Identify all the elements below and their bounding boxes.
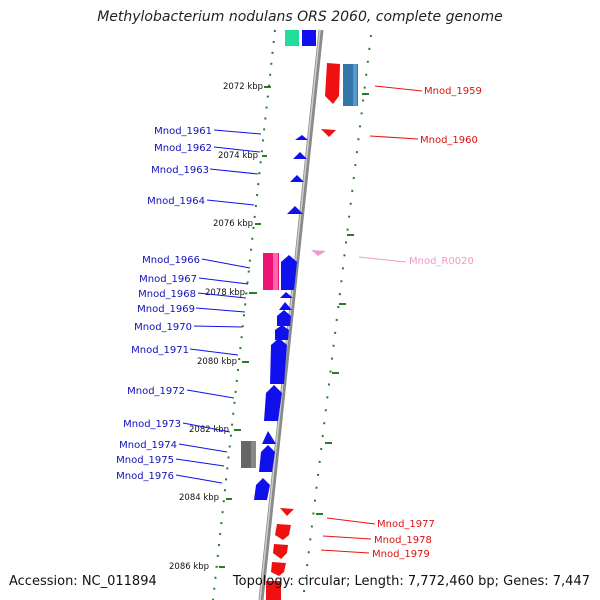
gene-label: Mnod_1960 [420, 135, 478, 146]
tick-label: 2072 kbp [223, 82, 263, 92]
gene-mnod-1968 [280, 292, 293, 298]
genome-backbone [258, 29, 324, 600]
tick-label: 2074 kbp [218, 151, 258, 161]
gene-block-green [285, 30, 299, 46]
gene-mnod-1969 [279, 302, 292, 310]
gene-label: Mnod_1970 [134, 322, 192, 333]
gene-label: Mnod_1976 [116, 471, 174, 482]
topology-label: Topology: circular; Length: 7,772,460 bp… [232, 574, 590, 589]
scale-labels: 2072 kbp 2074 kbp 2076 kbp 2078 kbp 2080… [169, 82, 263, 572]
gene-label: Mnod_1974 [119, 440, 177, 451]
scale-tick-marks [219, 86, 369, 568]
inner-scale-track [212, 29, 276, 600]
gene-mnod-1963 [290, 175, 304, 182]
gene-label: Mnod_1963 [151, 165, 209, 176]
tick-label: 2080 kbp [197, 357, 237, 367]
tick-label: 2084 kbp [179, 493, 219, 503]
gene-mnod-1972 [264, 385, 282, 421]
gene-mnod-1964 [287, 206, 303, 214]
gene-label: Mnod_1979 [372, 549, 430, 560]
right-leader-lines [320, 85, 423, 554]
tick-label: 2076 kbp [213, 219, 253, 229]
map-title: Methylobacterium nodulans ORS 2060, comp… [97, 9, 503, 25]
gene-label: Mnod_1969 [137, 304, 195, 315]
gene-mnod-1962 [293, 152, 307, 159]
left-gene-labels: Mnod_1961 Mnod_1962 Mnod_1963 Mnod_1964 … [116, 126, 212, 482]
gene-label: Mnod_1959 [424, 86, 482, 97]
gene-label: Mnod_1961 [154, 126, 212, 137]
gene-label: Mnod_1978 [374, 535, 432, 546]
gene-mnod-1961 [295, 135, 308, 140]
gene-label: Mnod_1977 [377, 519, 435, 530]
gene-mnod-1971 [270, 338, 287, 384]
tick-label: 2086 kbp [169, 562, 209, 572]
gene-mnod-1976 [254, 478, 270, 500]
gene-label: Mnod_1966 [142, 255, 200, 266]
gene-mnod-1967 [281, 255, 297, 290]
gene-mnod-1959-red [325, 63, 340, 104]
gene-mnod-1960 [321, 129, 336, 137]
gene-label: Mnod_1975 [116, 455, 174, 466]
gene-mnod-r0020 [311, 250, 326, 256]
gene-label: Mnod_1971 [131, 345, 189, 356]
gene-mnod-1978 [275, 524, 291, 540]
gene-block-bottom-red [266, 581, 281, 600]
gene-mnod-1979b [271, 562, 286, 576]
gene-mnod-1970b [275, 325, 289, 340]
gene-mnod-1975 [259, 445, 275, 472]
gene-mnod-1973 [262, 431, 276, 444]
gene-label: Mnod_1967 [139, 274, 197, 285]
gene-label: Mnod_1964 [147, 196, 205, 207]
gene-label: Mnod_R0020 [409, 256, 474, 267]
left-leader-lines [175, 129, 262, 484]
gene-block-blue-top [302, 30, 316, 46]
gene-label: Mnod_1962 [154, 143, 212, 154]
accession-label: Accession: NC_011894 [9, 574, 157, 589]
tick-label: 2082 kbp [189, 425, 229, 435]
gene-mnod-1979a [273, 544, 288, 559]
right-gene-labels: Mnod_1959 Mnod_1960 Mnod_R0020 Mnod_1977… [372, 86, 482, 560]
gene-label: Mnod_1968 [138, 289, 196, 300]
tick-label: 2078 kbp [205, 288, 245, 298]
gene-mnod-1977 [280, 508, 294, 516]
gene-label: Mnod_1973 [123, 419, 181, 430]
gene-mnod-1970a [277, 310, 291, 326]
gene-label: Mnod_1972 [127, 386, 185, 397]
